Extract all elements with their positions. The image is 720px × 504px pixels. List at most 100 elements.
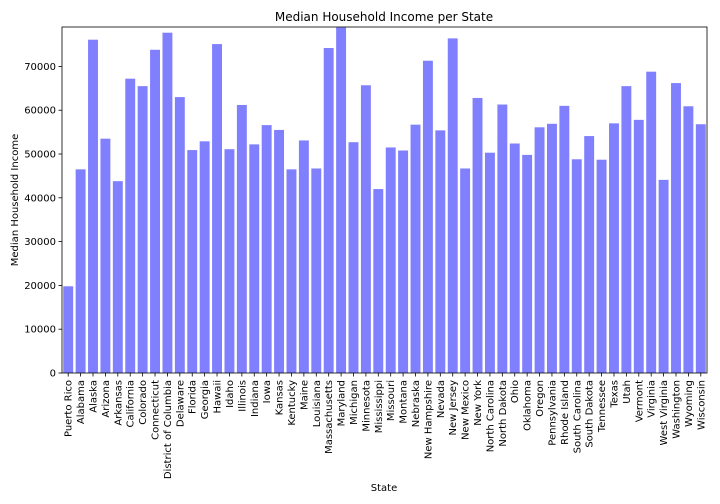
y-axis-label: Median Household Income [10,134,21,266]
y-tick-label: 20000 [24,281,56,292]
x-tick-label-washington: Washington [671,380,682,439]
x-tick-label-oklahoma: Oklahoma [523,380,534,431]
bar-kansas [274,129,285,373]
x-tick-label-tennessee: Tennessee [597,380,608,433]
bar-north-carolina [484,152,495,373]
x-tick-label-new-hampshire: New Hampshire [423,380,434,459]
bar-idaho [224,149,235,373]
x-tick-label-missouri: Missouri [386,380,397,421]
bar-west-virginia [658,179,669,373]
x-tick-label-idaho: Idaho [225,380,236,408]
bar-minnesota [360,85,371,373]
bar-hawaii [212,44,223,373]
bar-vermont [633,119,644,373]
x-tick-label-utah: Utah [622,380,633,404]
bar-missouri [385,147,396,373]
bar-nevada [435,130,446,373]
bar-texas [609,123,619,373]
bar-rhode-island [559,105,570,373]
x-tick-label-minnesota: Minnesota [361,380,372,432]
x-tick-label-arizona: Arizona [101,380,112,418]
bar-north-dakota [497,104,508,374]
x-tick-label-iowa: Iowa [262,380,273,403]
bar-georgia [199,141,210,373]
bar-wyoming [683,106,694,374]
x-tick-label-michigan: Michigan [349,380,360,425]
bar-oklahoma [522,154,533,373]
bar-new-mexico [460,168,471,373]
x-tick-label-new-mexico: New Mexico [461,380,472,440]
bar-delaware [174,97,185,373]
x-tick-label-hawaii: Hawaii [213,380,224,414]
bar-arizona [100,138,111,373]
x-tick-label-delaware: Delaware [175,380,186,427]
x-tick-label-puerto-rico: Puerto Rico [64,380,75,437]
x-tick-label-maryland: Maryland [337,380,348,426]
y-tick-label: 70000 [24,62,56,73]
bar-arkansas [112,181,123,373]
x-tick-label-colorado: Colorado [138,380,149,425]
x-tick-label-florida: Florida [188,380,199,414]
x-tick-label-district-of-columbia: District of Columbia [163,380,174,479]
bar-maryland [336,27,347,373]
y-tick-label: 0 [50,369,56,380]
bar-connecticut [150,49,160,373]
y-axis: 0 10000 20000 30000 40000 50000 60000 70000 [24,62,62,380]
x-tick-label-california: California [126,380,137,428]
bar-iowa [261,125,272,374]
x-tick-label-oregon: Oregon [535,380,546,417]
x-tick-label-vermont: Vermont [634,380,645,422]
bar-michigan [348,142,359,373]
bar-louisiana [311,168,322,373]
x-tick-label-rhode-island: Rhode Island [560,380,571,445]
bar-mississippi [373,189,384,373]
x-tick-label-georgia: Georgia [200,380,211,419]
chart-title: Median Household Income per State [275,10,493,24]
bar-south-carolina [571,159,582,373]
x-tick-label-kentucky: Kentucky [287,380,298,426]
bars-group [63,27,706,374]
bar-montana [398,150,409,373]
bar-nebraska [410,124,421,373]
x-tick-label-south-dakota: South Dakota [585,380,596,448]
bar-ohio [509,143,520,373]
plot-area-frame [61,26,708,374]
x-tick-label-montana: Montana [399,380,410,424]
x-tick-label-wisconsin: Wisconsin [696,380,707,430]
x-tick-label-kansas: Kansas [275,380,286,415]
bar-illinois [236,104,247,373]
x-tick-label-massachusetts: Massachusetts [324,380,335,454]
x-tick-label-north-dakota: North Dakota [498,380,509,447]
bar-alaska [88,39,98,374]
bar-new-jersey [447,38,458,374]
x-tick-label-north-carolina: North Carolina [485,380,496,452]
bar-wisconsin [695,124,706,373]
x-tick-label-ohio: Ohio [510,380,521,403]
bar-kentucky [286,169,297,373]
x-tick-label-mississippi: Mississippi [374,380,385,433]
bar-puerto-rico [63,286,74,373]
x-tick-label-indiana: Indiana [250,380,261,417]
x-tick-label-texas: Texas [609,380,620,409]
x-tick-label-alabama: Alabama [76,380,87,424]
x-tick-label-nebraska: Nebraska [411,380,422,427]
x-tick-label-arkansas: Arkansas [113,380,124,426]
x-axis: Puerto Rico Alabama Alaska Arizona Arkansas C… [64,373,707,479]
bar-california [125,78,136,373]
bar-south-dakota [584,136,595,373]
x-axis-label: State [371,483,397,494]
bar-massachusetts [323,48,334,373]
bar-new-york [472,97,483,373]
x-tick-label-connecticut: Connecticut [151,380,162,440]
bar-virginia [646,71,657,374]
bar-indiana [249,144,260,373]
x-tick-label-virginia: Virginia [647,380,658,418]
x-tick-label-west-virginia: West Virginia [659,380,670,445]
bar-maine [298,140,309,373]
x-tick-label-nevada: Nevada [436,380,447,418]
x-tick-label-alaska: Alaska [89,380,100,413]
x-tick-label-new-york: New York [473,380,484,426]
x-tick-label-illinois: Illinois [237,380,248,412]
y-tick-label: 40000 [24,193,56,204]
y-tick-label: 30000 [24,237,56,248]
